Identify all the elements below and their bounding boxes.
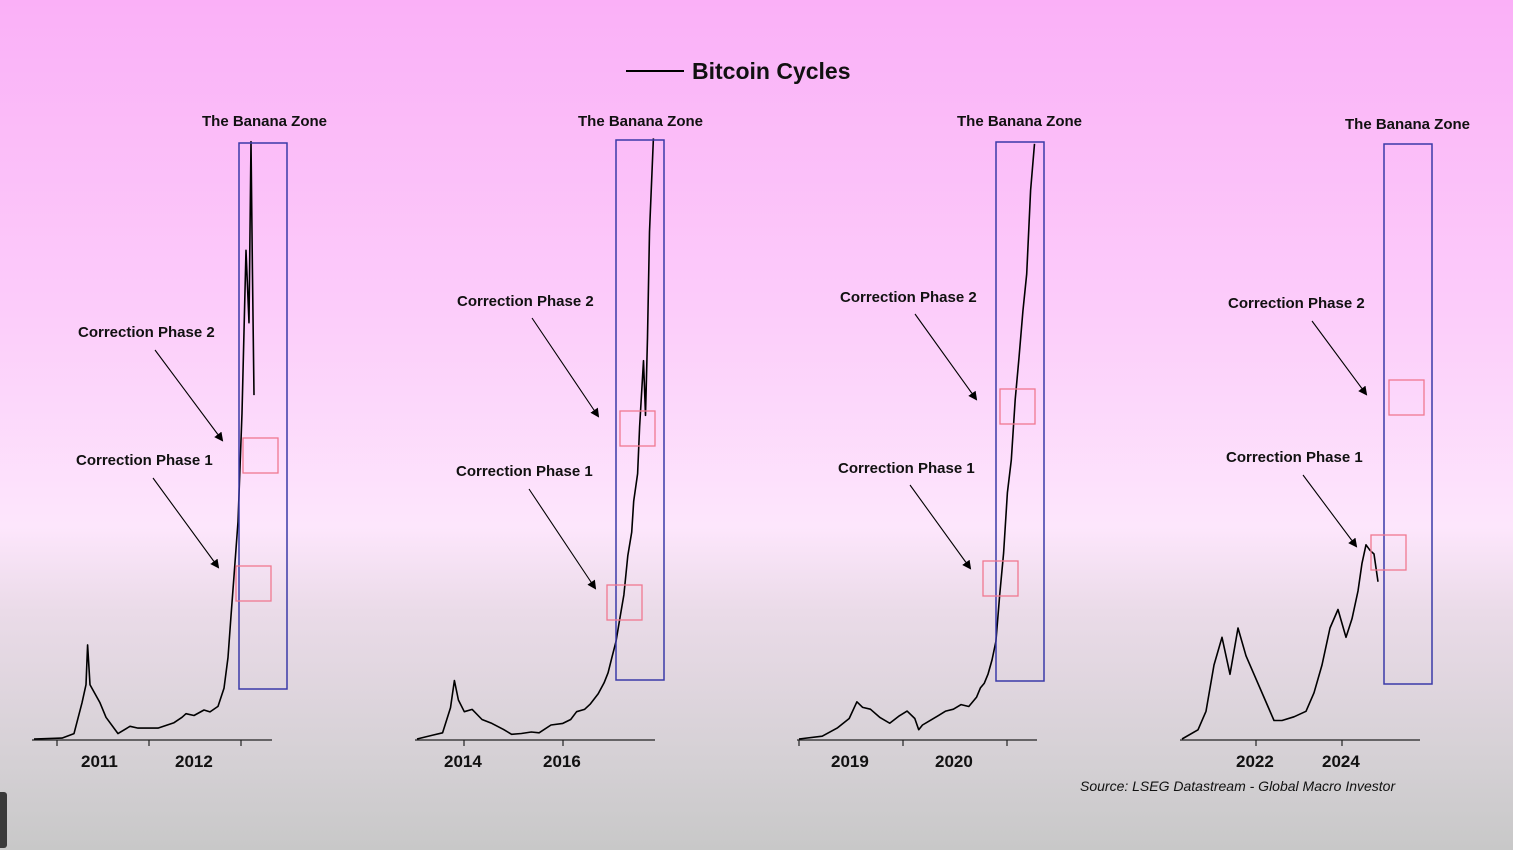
chart-title: Bitcoin Cycles (692, 58, 851, 84)
correction-phase-2-arrow (1311, 320, 1368, 396)
panel-2011-2012: 2011 2012 The Banana Zone Correction Pha… (32, 113, 327, 771)
x-tick-label: 2016 (543, 752, 581, 771)
panel-2019-2020: 2019 2020 The Banana Zone Correction Pha… (797, 113, 1082, 771)
x-tick-label: 2022 (1236, 752, 1274, 771)
banana-zone-label: The Banana Zone (578, 113, 703, 130)
banana-zone-box (1383, 143, 1433, 685)
x-tick-label: 2014 (444, 752, 482, 771)
panel-2022-2024: 2022 2024 The Banana Zone Correction Pha… (1180, 116, 1470, 771)
banana-zone-label: The Banana Zone (202, 113, 327, 130)
correction-phase-2-box (1388, 379, 1425, 416)
correction-phase-1-arrow (909, 484, 972, 570)
chart-legend: Bitcoin Cycles (626, 58, 851, 84)
price-series-line (416, 138, 655, 740)
correction-phase-2-arrow (914, 313, 978, 401)
correction-phase-2-box (619, 410, 656, 447)
banana-zone-box (238, 142, 288, 690)
correction-phase-1-box (235, 565, 272, 602)
correction-phase-1-box (1370, 534, 1407, 571)
banana-zone-box (995, 141, 1045, 682)
banana-zone-label: The Banana Zone (1345, 116, 1470, 133)
correction-phase-1-label: Correction Phase 1 (76, 452, 213, 469)
correction-phase-1-label: Correction Phase 1 (838, 460, 975, 477)
correction-phase-1-arrow (1302, 474, 1358, 548)
x-tick-label: 2024 (1322, 752, 1360, 771)
correction-phase-2-label: Correction Phase 2 (1228, 295, 1365, 312)
correction-phase-1-box (606, 584, 643, 621)
correction-phase-2-label: Correction Phase 2 (457, 293, 594, 310)
panel-2014-2016: 2014 2016 The Banana Zone Correction Pha… (415, 113, 703, 771)
banana-zone-box (615, 139, 665, 681)
price-series-line (1181, 544, 1379, 740)
banana-zone-label: The Banana Zone (957, 113, 1082, 130)
correction-phase-2-box (999, 388, 1036, 425)
correction-phase-2-arrow (154, 349, 224, 442)
x-tick-label: 2012 (175, 752, 213, 771)
correction-phase-2-label: Correction Phase 2 (840, 289, 977, 306)
x-tick-label: 2011 (81, 752, 118, 771)
correction-phase-1-box (982, 560, 1019, 597)
side-handle[interactable] (0, 792, 7, 848)
correction-phase-2-arrow (531, 317, 600, 418)
correction-phase-1-label: Correction Phase 1 (1226, 449, 1363, 466)
price-series-line (33, 140, 255, 740)
correction-phase-1-arrow (152, 477, 220, 569)
source-note: Source: LSEG Datastream - Global Macro I… (1080, 778, 1396, 794)
correction-phase-1-label: Correction Phase 1 (456, 463, 593, 480)
x-tick-label: 2020 (935, 752, 973, 771)
correction-phase-1-arrow (528, 488, 597, 590)
correction-phase-2-label: Correction Phase 2 (78, 324, 215, 341)
price-series-line (798, 143, 1036, 740)
correction-phase-2-box (242, 437, 279, 474)
x-tick-label: 2019 (831, 752, 869, 771)
